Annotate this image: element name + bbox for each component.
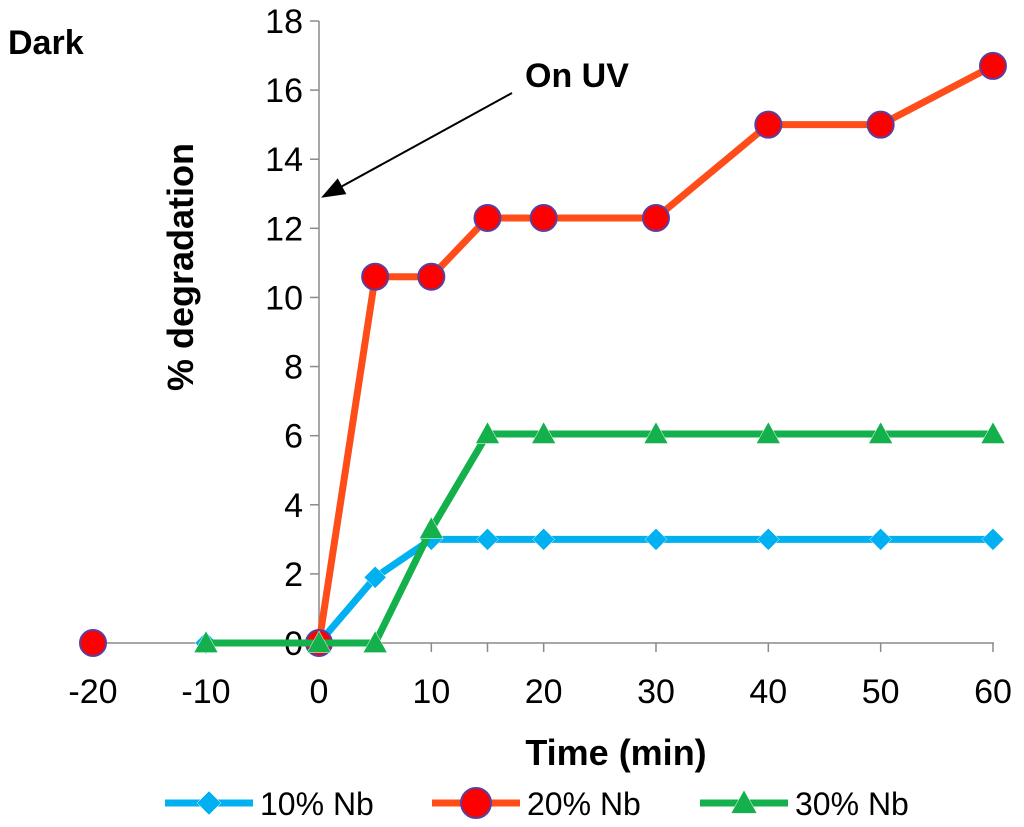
legend-label: 30% Nb bbox=[795, 786, 909, 822]
x-axis-title: Time (min) bbox=[525, 732, 706, 773]
series-line bbox=[206, 430, 993, 647]
data-point-triangle bbox=[980, 421, 1006, 444]
data-point-triangle bbox=[193, 630, 219, 653]
y-tick-label: 12 bbox=[265, 210, 303, 248]
data-point-circle bbox=[79, 629, 107, 657]
legend-label: 10% Nb bbox=[260, 786, 374, 822]
uv-label: On UV bbox=[525, 57, 629, 95]
uv-arrowhead bbox=[321, 178, 347, 198]
data-point-circle bbox=[529, 203, 558, 232]
legend-item: 20% Nb bbox=[432, 786, 641, 822]
legend: 10% Nb 20% Nb 30% Nb bbox=[165, 786, 909, 822]
data-point-diamond bbox=[869, 527, 893, 551]
data-point-diamond bbox=[196, 790, 222, 816]
data-point-triangle bbox=[418, 516, 444, 539]
data-point-diamond bbox=[981, 527, 1005, 551]
x-tick-label: 30 bbox=[637, 673, 675, 711]
annotation-layer: Dark On UV bbox=[8, 24, 629, 198]
data-point-diamond bbox=[644, 527, 668, 551]
y-tick-label: 18 bbox=[265, 3, 303, 41]
uv-arrow bbox=[341, 92, 513, 188]
data-point-triangle bbox=[643, 421, 669, 444]
data-point-triangle bbox=[755, 421, 781, 444]
legend-item: 30% Nb bbox=[700, 786, 909, 822]
y-tick-label: 6 bbox=[284, 418, 303, 456]
y-tick-label: 8 bbox=[284, 349, 303, 387]
x-tick-label: -20 bbox=[68, 673, 117, 711]
data-point-circle bbox=[866, 110, 895, 139]
x-axis: -20 -10 0 10 20 30 40 50 60 bbox=[68, 642, 1012, 711]
data-point-circle bbox=[361, 262, 390, 291]
x-tick-label: 60 bbox=[974, 673, 1012, 711]
data-point-triangle bbox=[730, 789, 758, 814]
data-point-circle bbox=[473, 203, 502, 232]
x-tick-label: 10 bbox=[412, 673, 450, 711]
data-point-circle bbox=[417, 262, 446, 291]
data-point-circle bbox=[754, 110, 783, 139]
x-tick-label: 50 bbox=[862, 673, 900, 711]
y-tick-label: 4 bbox=[284, 487, 303, 525]
series-30-nb bbox=[193, 421, 1006, 653]
x-tick-label: 20 bbox=[525, 673, 563, 711]
series-layer bbox=[79, 51, 1007, 657]
legend-item: 10% Nb bbox=[165, 786, 374, 822]
dark-label: Dark bbox=[8, 24, 84, 62]
data-point-diamond bbox=[532, 527, 556, 551]
y-tick-label: 2 bbox=[284, 556, 303, 594]
data-point-diamond bbox=[363, 565, 387, 589]
data-point-circle bbox=[978, 51, 1007, 80]
data-point-diamond bbox=[476, 527, 499, 551]
data-point-circle bbox=[460, 787, 492, 819]
data-point-triangle bbox=[362, 630, 388, 653]
data-point-circle bbox=[641, 203, 670, 232]
data-point-triangle bbox=[306, 630, 332, 653]
y-tick-label: 10 bbox=[265, 279, 303, 317]
x-tick-label: 40 bbox=[749, 673, 787, 711]
series-20-nb bbox=[79, 51, 1007, 657]
data-point-diamond bbox=[756, 527, 780, 551]
y-axis-title: % degradation bbox=[160, 143, 201, 391]
x-tick-label: -10 bbox=[181, 673, 230, 711]
x-tick-label: 0 bbox=[310, 673, 329, 711]
data-point-triangle bbox=[868, 421, 894, 444]
legend-label: 20% Nb bbox=[527, 786, 641, 822]
data-point-triangle bbox=[475, 421, 500, 444]
series-line bbox=[206, 535, 993, 647]
data-point-triangle bbox=[531, 421, 557, 444]
y-tick-label: 16 bbox=[265, 72, 303, 110]
y-tick-label: 14 bbox=[265, 141, 303, 179]
